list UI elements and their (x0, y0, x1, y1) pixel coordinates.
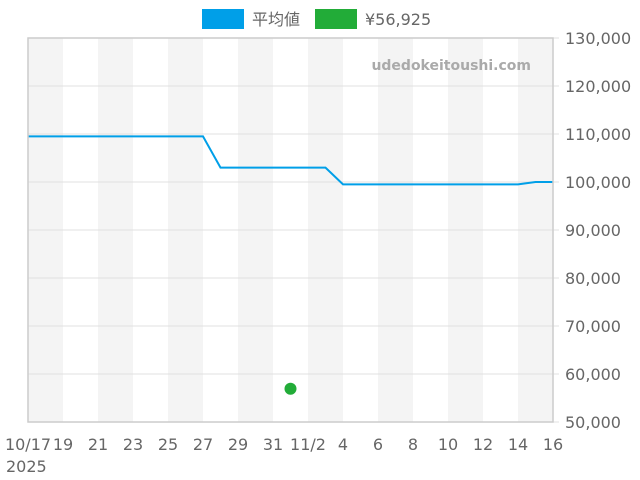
legend-label: ¥56,925 (365, 10, 431, 29)
series-line (28, 135, 553, 186)
legend-swatch (315, 9, 357, 29)
y-tick-label: 90,000 (565, 221, 621, 240)
y-tick-label: 100,000 (565, 173, 631, 192)
x-tick-label: 11/2 (290, 435, 326, 454)
x-tick-label: 4 (338, 435, 348, 454)
x-tick-label: 8 (408, 435, 418, 454)
plot-frame (27, 37, 554, 423)
y-tick-label: 50,000 (565, 413, 621, 432)
data-point (284, 382, 297, 395)
x-tick-label: 6 (373, 435, 383, 454)
y-tick-label: 130,000 (565, 29, 631, 48)
y-tick-label: 80,000 (565, 269, 621, 288)
x-tick-label: 10/17 (5, 435, 51, 454)
y-tick-label: 110,000 (565, 125, 631, 144)
y-tick-label: 70,000 (565, 317, 621, 336)
legend-swatch (202, 9, 244, 29)
y-tick-label: 60,000 (565, 365, 621, 384)
x-tick-label: 29 (228, 435, 248, 454)
x-tick-label: 19 (53, 435, 73, 454)
x-tick-label: 21 (88, 435, 108, 454)
x-tick-label: 27 (193, 435, 213, 454)
x-tick-label: 12 (473, 435, 493, 454)
y-tick-label: 120,000 (565, 77, 631, 96)
x-tick-label: 10 (438, 435, 458, 454)
x-tick-label: 16 (543, 435, 563, 454)
legend-label: 平均値 (252, 10, 300, 29)
x-tick-label: 14 (508, 435, 528, 454)
x-tick-label: 23 (123, 435, 143, 454)
x-tick-label: 25 (158, 435, 178, 454)
watermark: udedokeitoushi.com (371, 58, 531, 74)
x-year-label: 2025 (6, 457, 47, 476)
x-tick-label: 31 (263, 435, 283, 454)
